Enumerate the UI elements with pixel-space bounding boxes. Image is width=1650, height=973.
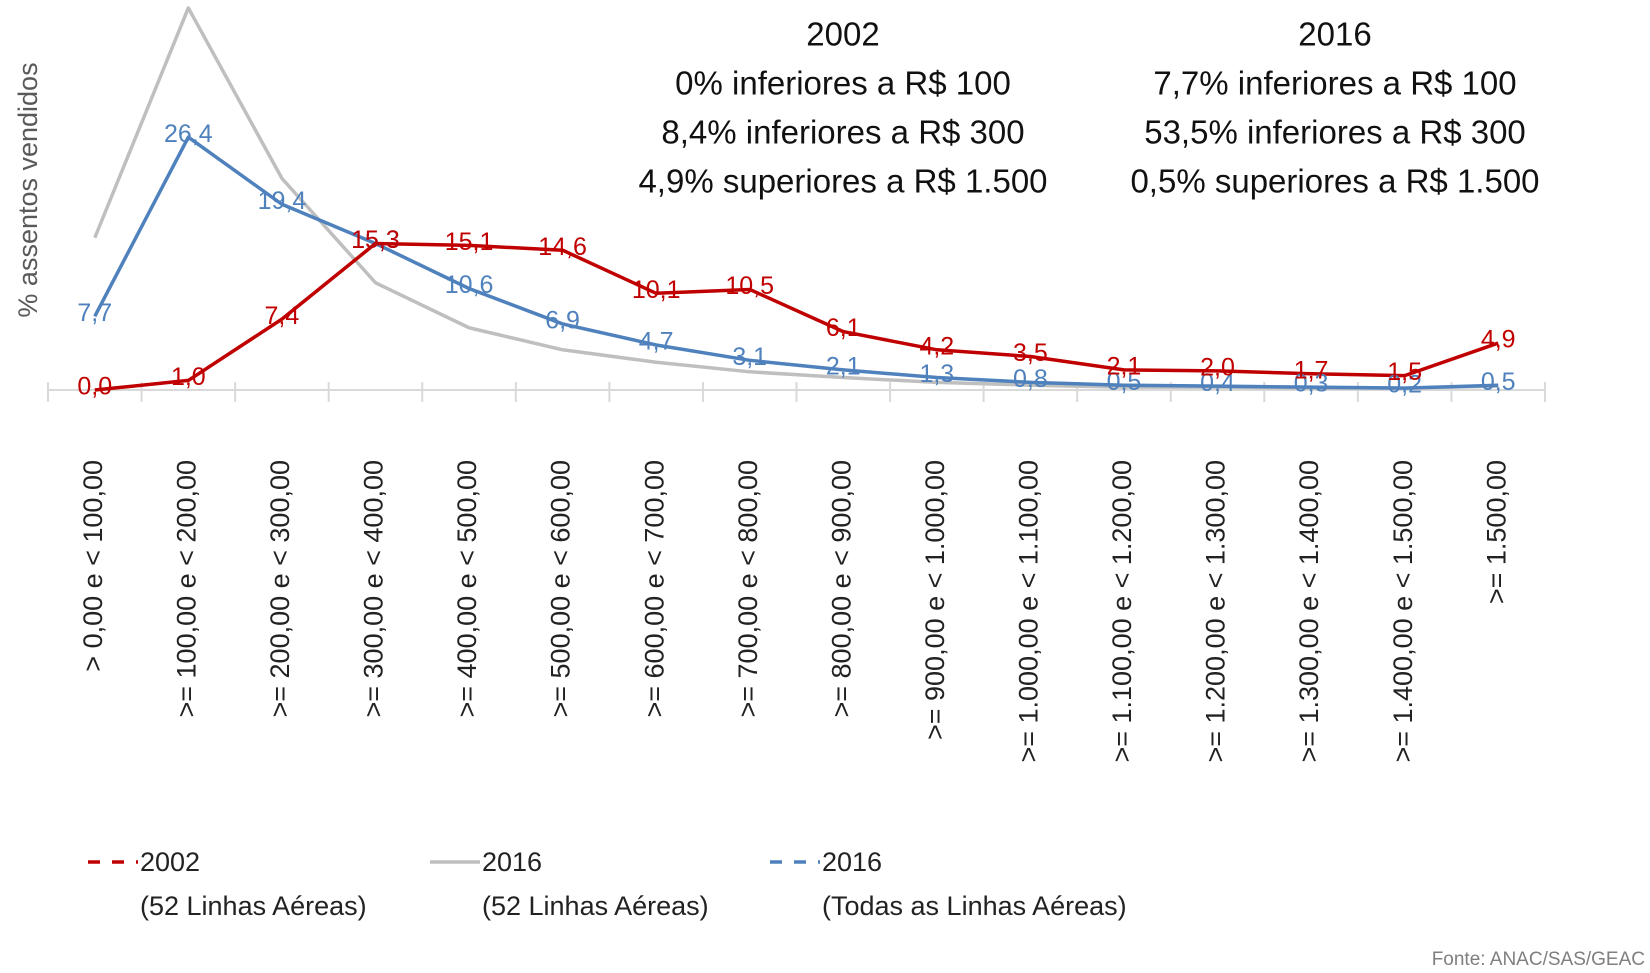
annotation: 0% inferiores a R$ 100: [675, 65, 1011, 102]
data-label: 7,4: [265, 302, 300, 330]
x-tick-label: >= 1.100,00 e < 1.200,00: [1107, 460, 1137, 763]
data-label: 7,7: [77, 299, 112, 327]
series-line: [93, 135, 1499, 390]
data-label: 4,2: [919, 332, 954, 360]
y-axis-label: % assentos vendidos: [13, 62, 43, 317]
x-tick-label: >= 700,00 e < 800,00: [733, 460, 763, 718]
x-tick-label: >= 500,00 e < 600,00: [546, 460, 576, 718]
annotation: 7,7% inferiores a R$ 100: [1153, 65, 1516, 102]
x-tick-label: >= 900,00 e < 1.000,00: [920, 460, 950, 740]
annotation: 2002: [806, 16, 879, 53]
data-label: 4,7: [639, 328, 674, 356]
data-label: 0,5: [1481, 368, 1516, 396]
series-line: [94, 241, 1499, 392]
data-label: 1,0: [171, 363, 206, 391]
x-tick-label: > 0,00 e < 100,00: [78, 460, 108, 672]
data-label: 10,6: [445, 271, 494, 299]
data-label: 0,4: [1200, 369, 1235, 397]
data-label: 2,0: [1200, 353, 1235, 381]
data-label: 14,6: [538, 233, 587, 261]
legend-label: 2002 (52 Linhas Aéreas): [140, 847, 367, 921]
data-label: 10,1: [632, 276, 681, 304]
data-label: 0,2: [1387, 371, 1422, 399]
data-label: 0,0: [77, 373, 112, 401]
data-label: 19,4: [258, 187, 307, 215]
x-tick-label: >= 1.000,00 e < 1.100,00: [1014, 460, 1044, 763]
data-label: 6,9: [545, 307, 580, 335]
annotation: 53,5% inferiores a R$ 300: [1144, 114, 1526, 151]
data-label: 3,1: [732, 343, 767, 371]
data-label: 6,1: [826, 314, 861, 342]
annotation: 0,5% superiores a R$ 1.500: [1130, 163, 1539, 200]
data-label: 15,1: [445, 228, 494, 256]
data-label: 10,5: [725, 272, 774, 300]
x-tick-label: >= 1.200,00 e < 1.300,00: [1201, 460, 1231, 763]
source: Fonte: ANAC/SAS/GEAC: [1432, 949, 1645, 970]
data-label: 0,8: [1013, 365, 1048, 393]
annotation: 8,4% inferiores a R$ 300: [661, 114, 1024, 151]
x-tick-label: >= 100,00 e < 200,00: [171, 460, 201, 718]
x-tick-label: >= 300,00 e < 400,00: [359, 460, 389, 718]
x-tick-label: >= 800,00 e < 900,00: [826, 460, 856, 718]
data-label: 26,4: [164, 120, 213, 148]
x-tick-label: >= 1.400,00 e < 1.500,00: [1388, 460, 1418, 763]
data-label: 0,3: [1294, 370, 1329, 398]
data-label: 1,3: [919, 360, 954, 388]
x-tick-label: >= 400,00 e < 500,00: [452, 460, 482, 718]
data-label: 4,9: [1481, 326, 1516, 354]
legend-label: 2016 (Todas as Linhas Aéreas): [822, 847, 1127, 921]
legend-label: 2016 (52 Linhas Aéreas): [482, 847, 709, 921]
x-tick-label: >= 200,00 e < 300,00: [265, 460, 295, 718]
data-label: 3,5: [1013, 339, 1048, 367]
data-label: 2,1: [1107, 353, 1142, 381]
data-label: 1,5: [1387, 358, 1422, 386]
data-label: 2,1: [826, 353, 861, 381]
data-label: 15,3: [351, 226, 400, 254]
x-tick-label: >= 600,00 e < 700,00: [639, 460, 669, 718]
annotation: 4,9% superiores a R$ 1.500: [638, 163, 1047, 200]
x-tick-label: >= 1.300,00 e < 1.400,00: [1294, 460, 1324, 763]
data-label: 15,3: [351, 226, 400, 254]
annotation: 2016: [1298, 16, 1371, 53]
x-tick-label: >= 1.500,00: [1481, 460, 1511, 604]
data-label: 1,7: [1294, 356, 1329, 384]
data-label: 0,5: [1107, 368, 1142, 396]
